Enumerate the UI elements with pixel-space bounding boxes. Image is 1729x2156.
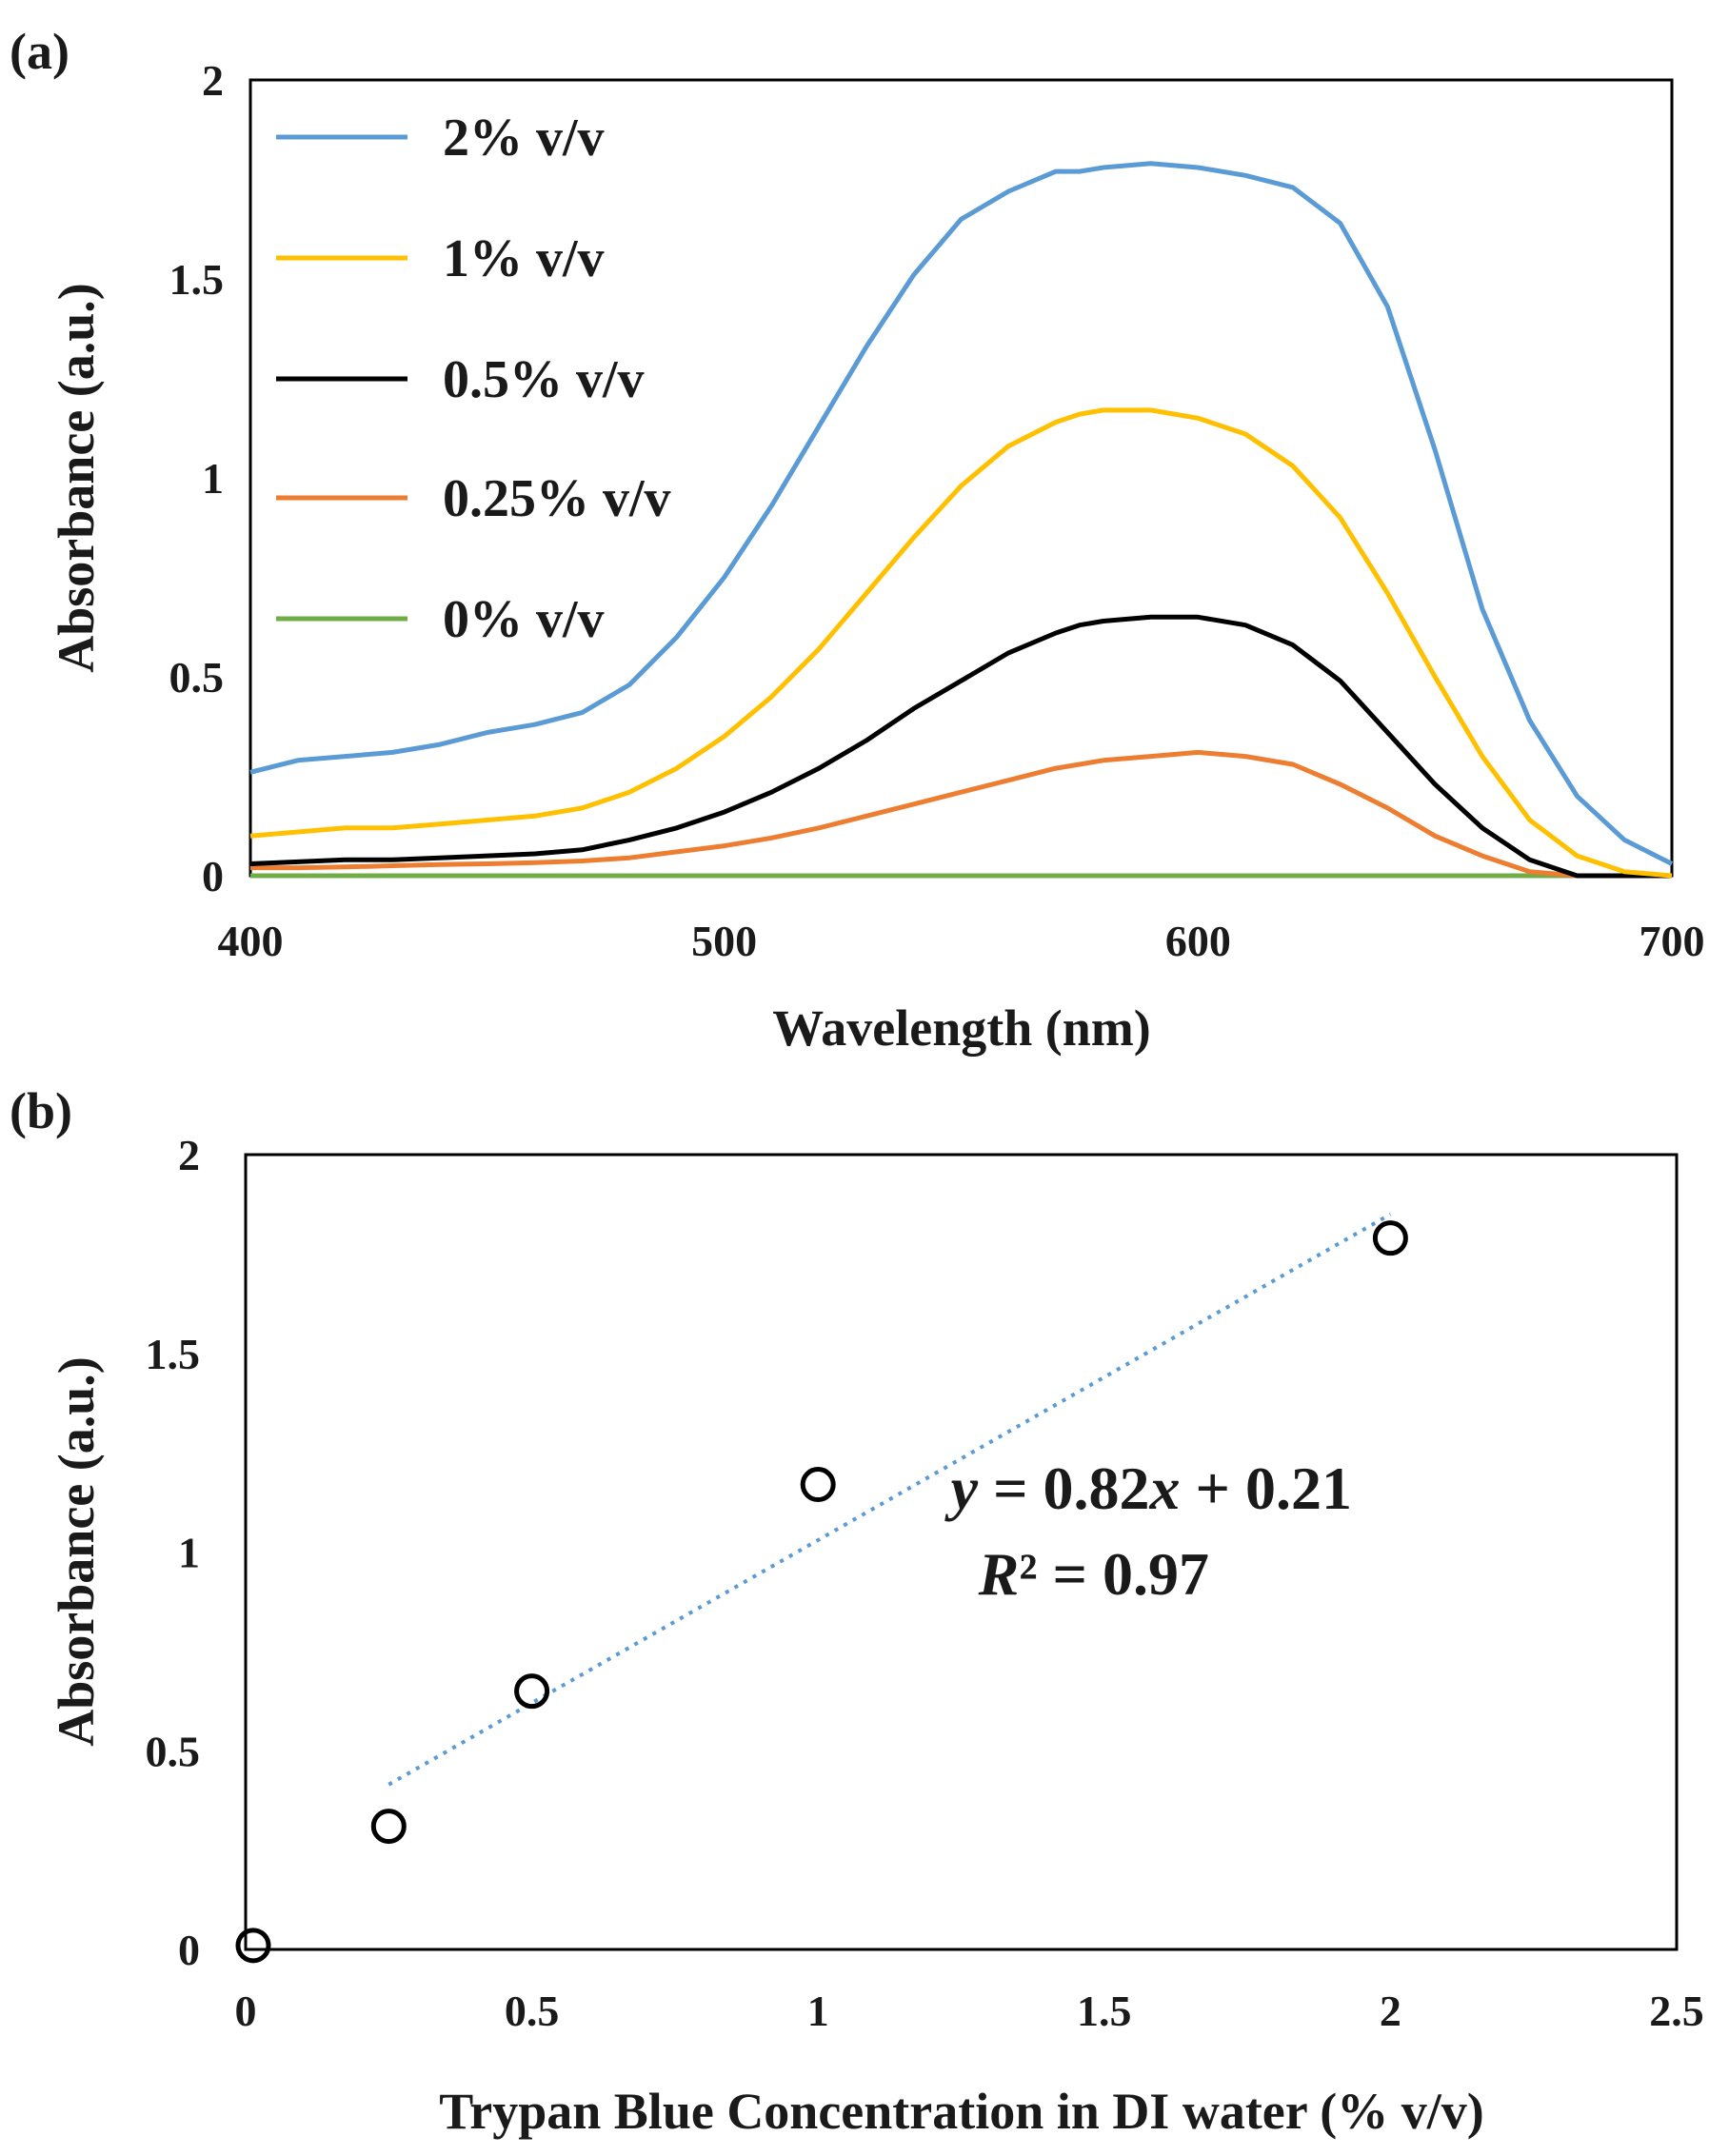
eq-intercept: + 0.21 — [1181, 1454, 1352, 1522]
x-tick-label-a: 600 — [1165, 917, 1231, 965]
scatter-point — [370, 1809, 407, 1845]
scatter-point — [1372, 1220, 1408, 1256]
y-ticks-b: 0 0.5 1 1.5 2 — [146, 1131, 201, 1974]
y-tick-label-b: 0.5 — [146, 1727, 201, 1775]
y-tick-label-b: 2 — [178, 1131, 200, 1179]
scatter-point — [235, 1928, 271, 1964]
legend-item: 0% v/v — [276, 590, 605, 649]
plot-frame-b — [244, 1153, 1679, 1951]
legend-a: 2% v/v 1% v/v 0.5% v/v 0.25% v/v 0% v/v — [276, 109, 671, 649]
legend-label: 0.5% v/v — [443, 350, 645, 409]
panel-label-b: (b) — [10, 1082, 72, 1139]
panel-a: (a) 0 0.5 1 1.5 2 400 500 600 700 2% v/v 1% v/v 0… — [10, 23, 1705, 1057]
y-tick-label-a: 2 — [202, 56, 224, 105]
trendline — [388, 1212, 1392, 1787]
y-axis-title-a: Absorbance (a.u.) — [48, 283, 105, 673]
legend-item: 2% v/v — [276, 109, 605, 168]
x-tick-label-a: 700 — [1640, 917, 1705, 965]
y-axis-title-b: Absorbance (a.u.) — [48, 1356, 105, 1747]
legend-label: 2% v/v — [443, 109, 605, 168]
eq-slope: = 0.82 — [978, 1454, 1149, 1522]
scatter-point — [800, 1467, 836, 1503]
x-tick-label-b: 1 — [807, 1987, 829, 2035]
legend-label: 0.25% v/v — [443, 469, 671, 528]
series-line-0-25-v-v — [250, 749, 1672, 879]
series-line-1-v-v — [249, 407, 1673, 879]
panel-b: (b) 0 0.5 1 1.5 2 0 0.5 1 1.5 2 2.5 y = 0.82x + 0… — [10, 1082, 1704, 2140]
r-value: ² = 0.97 — [1019, 1540, 1209, 1608]
x-tick-label-b: 2.5 — [1649, 1987, 1704, 2035]
legend-item: 0.25% v/v — [276, 469, 671, 528]
x-tick-label-b: 0 — [235, 1987, 257, 2035]
legend-item: 1% v/v — [276, 229, 605, 288]
r-var: R — [978, 1540, 1020, 1608]
x-tick-label-b: 0.5 — [505, 1987, 560, 2035]
legend-item: 0.5% v/v — [276, 350, 645, 409]
trendline-b — [388, 1212, 1392, 1787]
y-tick-label-b: 1.5 — [146, 1330, 201, 1378]
series-line-2-v-v — [249, 161, 1674, 866]
legend-label: 0% v/v — [443, 590, 605, 649]
eq-y-var: y — [944, 1454, 979, 1522]
x-axis-title-a: Wavelength (nm) — [772, 999, 1151, 1057]
regression-equation: y = 0.82x + 0.21 — [944, 1454, 1352, 1522]
x-ticks-a: 400 500 600 700 — [218, 917, 1705, 965]
x-tick-label-b: 1.5 — [1077, 1987, 1132, 2035]
legend-label: 1% v/v — [443, 229, 605, 288]
eq-x-var: x — [1149, 1454, 1181, 1522]
scatter-points-b — [235, 1220, 1408, 1964]
y-ticks-a: 0 0.5 1 1.5 2 — [169, 56, 225, 900]
scatter-point — [514, 1673, 550, 1710]
y-tick-label-b: 0 — [178, 1926, 200, 1974]
y-tick-label-a: 1 — [202, 454, 224, 503]
x-tick-label-b: 2 — [1380, 1987, 1401, 2035]
y-tick-label-a: 1.5 — [169, 255, 225, 304]
y-tick-label-b: 1 — [178, 1529, 200, 1577]
x-axis-title-b: Trypan Blue Concentration in DI water (%… — [439, 2083, 1483, 2140]
x-tick-label-a: 500 — [691, 917, 757, 965]
x-tick-label-a: 400 — [218, 917, 284, 965]
y-tick-label-a: 0 — [202, 852, 224, 900]
r-squared: R² = 0.97 — [978, 1540, 1209, 1608]
panel-label-a: (a) — [10, 23, 70, 80]
x-ticks-b: 0 0.5 1 1.5 2 2.5 — [235, 1987, 1704, 2035]
series-line-0-5-v-v — [249, 614, 1672, 879]
y-tick-label-a: 0.5 — [169, 653, 225, 702]
series-lines-a — [249, 161, 1674, 879]
